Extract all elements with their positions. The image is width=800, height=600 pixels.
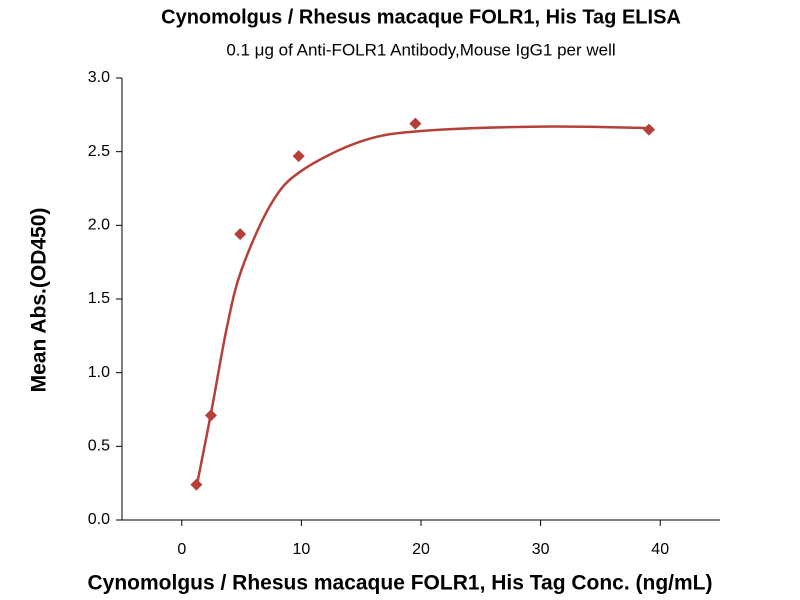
data-point <box>642 123 655 136</box>
data-point <box>190 478 203 491</box>
data-point <box>292 150 305 163</box>
y-axis-label: Mean Abs.(OD450) <box>28 208 51 393</box>
data-point <box>234 228 247 241</box>
y-tick-label: 1.0 <box>88 364 110 381</box>
y-tick-label: 2.5 <box>88 143 110 160</box>
data-point <box>409 117 422 130</box>
y-tick-label: 3.0 <box>88 69 110 86</box>
data-point <box>204 409 217 422</box>
x-tick-label: 30 <box>532 541 550 558</box>
x-tick-label: 40 <box>651 541 669 558</box>
x-tick-label: 10 <box>293 541 311 558</box>
y-tick-label: 0.5 <box>88 438 110 455</box>
x-axis-label: Cynomolgus / Rhesus macaque FOLR1, His T… <box>87 572 712 595</box>
y-tick-label: 1.5 <box>88 290 110 307</box>
y-tick-label: 0.0 <box>88 511 110 528</box>
x-tick-label: 0 <box>177 541 186 558</box>
x-tick-label: 20 <box>412 541 430 558</box>
fit-curve <box>195 125 649 488</box>
chart-subtitle: 0.1 μg of Anti-FOLR1 Antibody,Mouse IgG1… <box>226 40 615 59</box>
y-tick-label: 2.0 <box>88 217 110 234</box>
chart-title: Cynomolgus / Rhesus macaque FOLR1, His T… <box>161 6 681 28</box>
